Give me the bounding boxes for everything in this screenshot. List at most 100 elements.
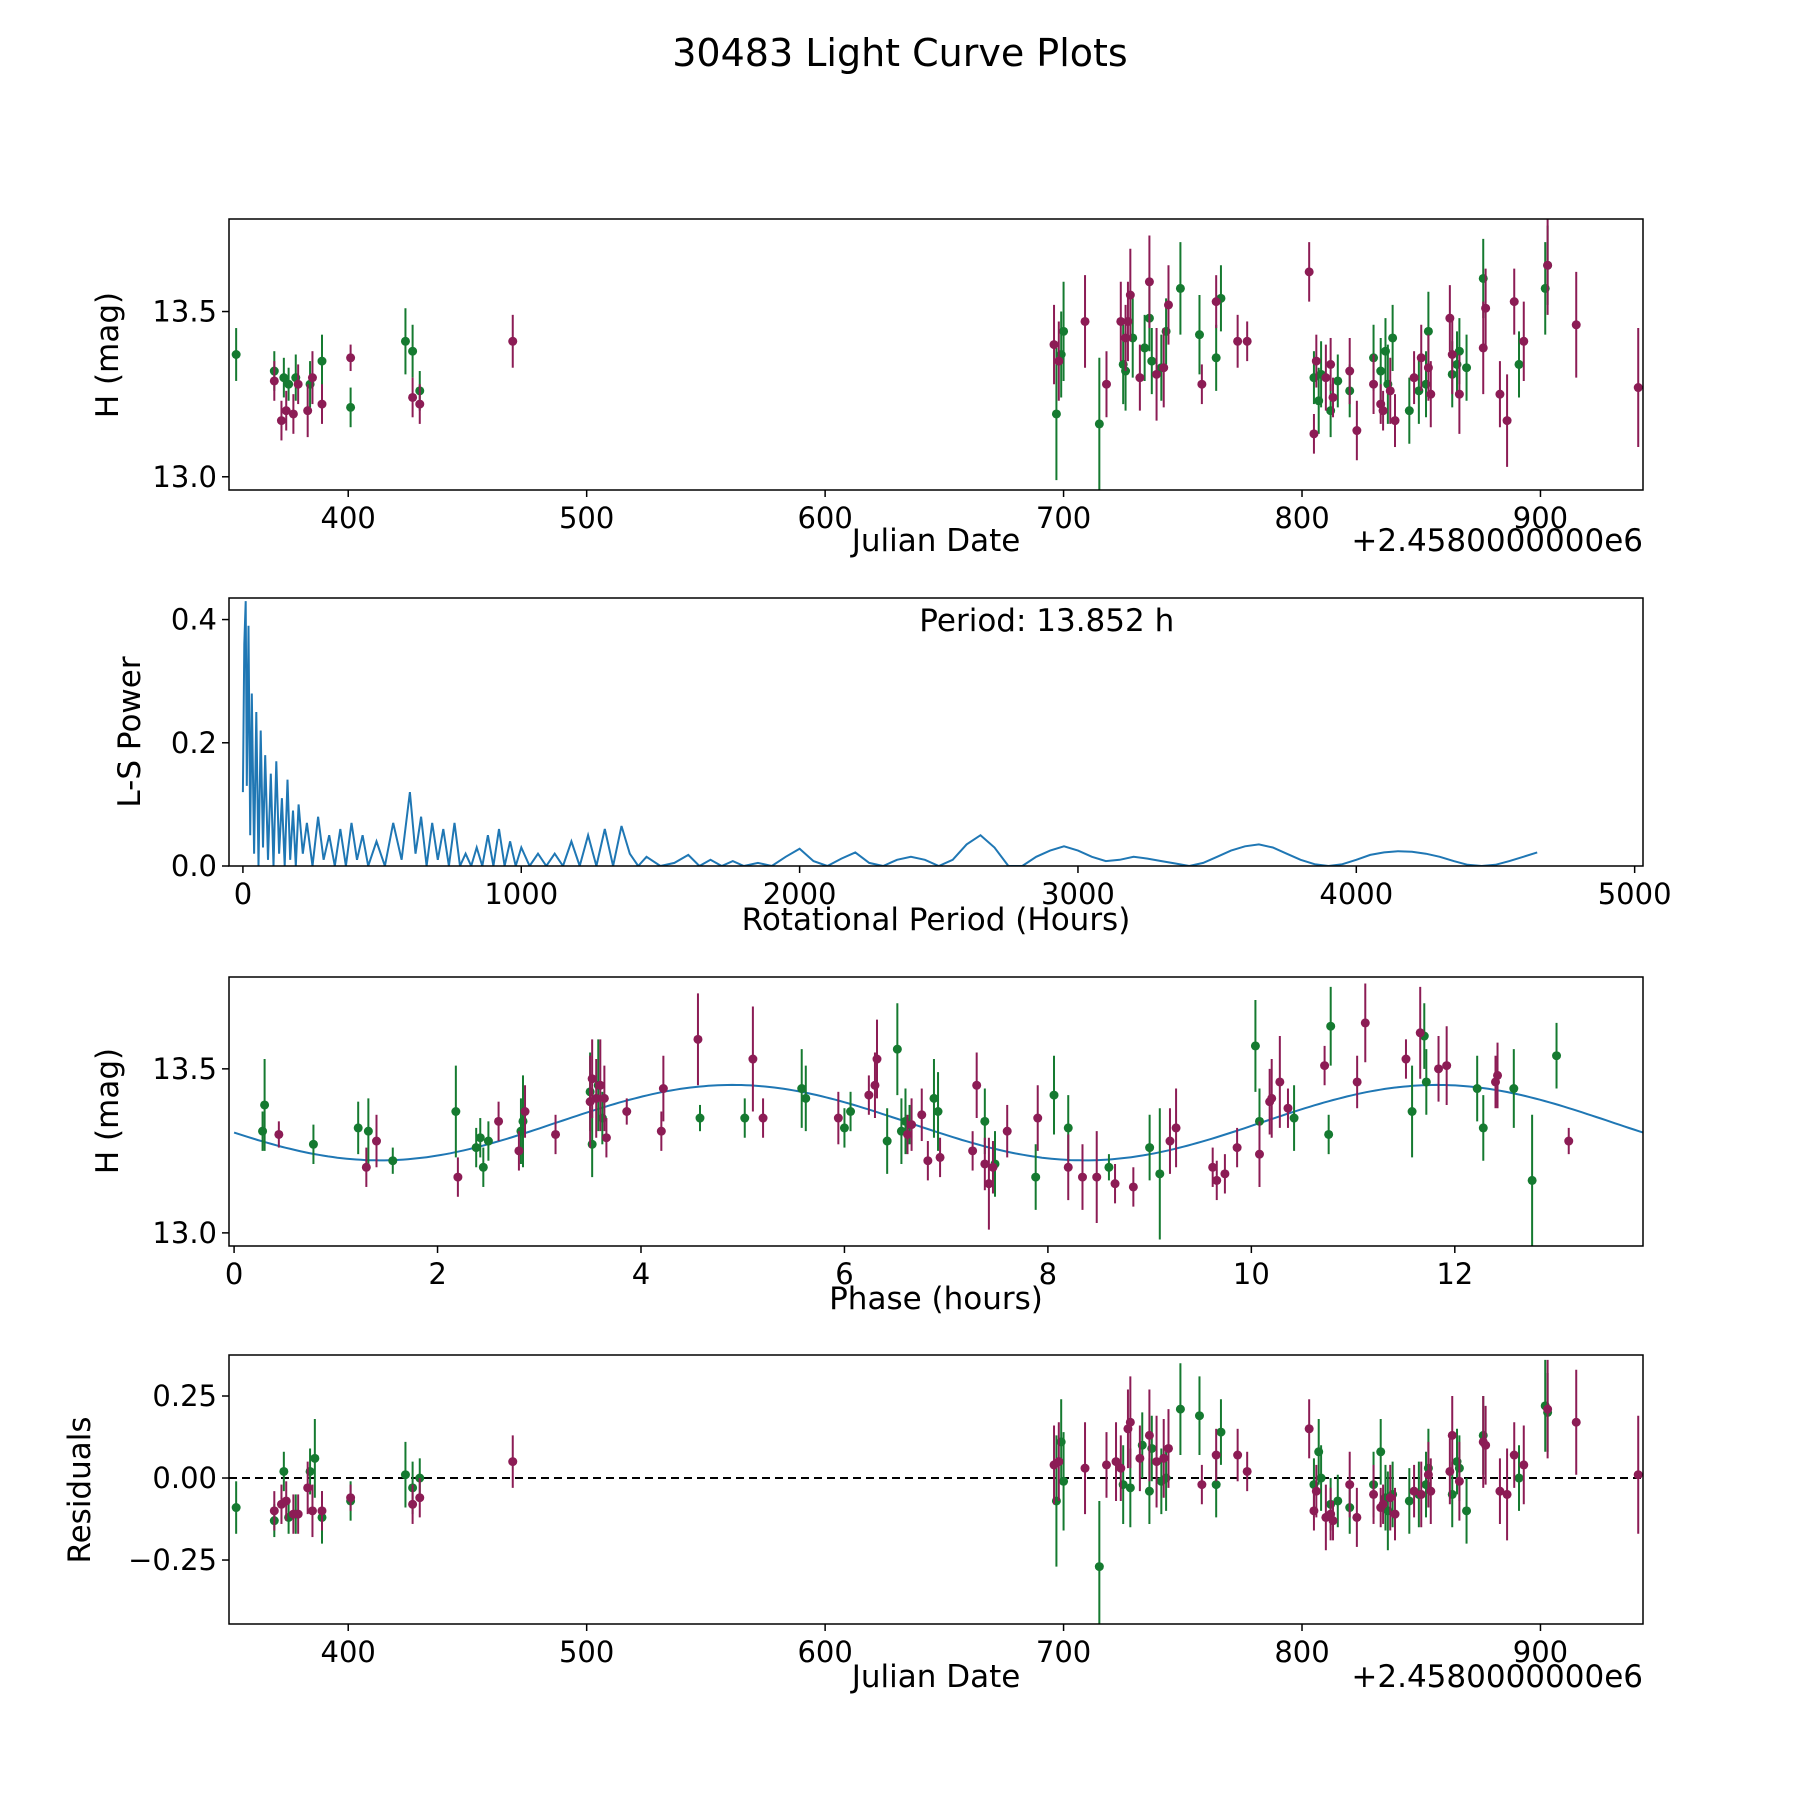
data-point: [303, 1483, 313, 1493]
data-point: [1159, 363, 1169, 373]
data-point: [1031, 1172, 1041, 1182]
x-tick-label: 400: [321, 501, 376, 535]
y-tick-label: 13.0: [152, 1216, 217, 1250]
data-point: [415, 1493, 425, 1503]
data-point: [1333, 376, 1343, 386]
data-point: [1326, 359, 1336, 369]
x-tick-label: 600: [797, 501, 852, 535]
x-tick-label: 4: [632, 1257, 650, 1291]
plot-area: [241, 601, 1538, 866]
data-point: [303, 406, 313, 416]
data-point: [231, 350, 241, 359]
data-point: [1404, 1496, 1414, 1506]
plot-area: [229, 1359, 1643, 1624]
x-axis-label: Julian Date: [850, 523, 1021, 559]
data-point: [984, 1179, 994, 1189]
data-point: [1481, 1440, 1491, 1450]
data-point: [1211, 297, 1221, 307]
panel-lightcurve: 400 500 600 700 800 900 13.0 13.5 Julian Date H (…: [90, 218, 1644, 559]
data-point: [1002, 1126, 1012, 1136]
data-point: [279, 1466, 289, 1476]
data-point: [1104, 1162, 1114, 1172]
data-point: [1211, 353, 1221, 363]
y-tick-label: 0.4: [171, 603, 217, 637]
x-tick-label: 2000: [763, 877, 837, 911]
data-point: [980, 1116, 990, 1126]
data-point: [483, 1136, 493, 1146]
data-point: [601, 1133, 611, 1143]
data-point: [1311, 356, 1321, 366]
data-point: [520, 1107, 530, 1116]
x-axis-label: Phase (hours): [829, 1281, 1043, 1317]
data-point: [1326, 1021, 1336, 1031]
data-point: [1250, 1041, 1260, 1051]
data-point: [284, 379, 294, 389]
data-point: [1101, 1460, 1111, 1470]
data-point: [1254, 1149, 1264, 1159]
y-tick-label: 13.5: [152, 295, 217, 329]
data-point: [1401, 1054, 1411, 1064]
data-point: [1345, 1480, 1355, 1490]
data-point: [1509, 1084, 1519, 1094]
data-point: [1519, 1460, 1529, 1470]
data-point: [1324, 1129, 1334, 1139]
data-point: [1416, 1489, 1426, 1499]
data-point: [1320, 1061, 1330, 1071]
panel-residuals: 400 500 600 700 800 900 −0.25 0.00 0.25 Julian Da…: [62, 1354, 1644, 1695]
periodogram-line: [241, 601, 1538, 866]
data-point: [1163, 300, 1173, 310]
data-point: [1208, 1162, 1218, 1172]
x-tick-label: 0: [234, 877, 252, 911]
data-point: [1144, 1486, 1154, 1496]
y-tick-label: −0.25: [128, 1543, 217, 1577]
data-point: [1197, 379, 1207, 389]
data-point: [317, 356, 327, 366]
data-point: [933, 1107, 943, 1116]
data-point: [1409, 1486, 1419, 1496]
data-point: [293, 1509, 303, 1519]
data-point: [508, 1457, 518, 1467]
data-point: [1289, 1113, 1299, 1123]
data-point: [935, 1152, 945, 1162]
data-point: [1111, 1457, 1121, 1467]
data-point: [1571, 320, 1581, 330]
data-point: [408, 1499, 418, 1509]
x-axis-label: Rotational Period (Hours): [742, 902, 1131, 938]
data-point: [1385, 386, 1395, 396]
data-point: [1345, 366, 1355, 376]
x-axis-label: Julian Date: [850, 1659, 1021, 1695]
data-point: [870, 1080, 880, 1090]
data-point: [518, 1116, 528, 1126]
data-point: [1390, 416, 1400, 426]
y-axis-label: H (mag): [90, 292, 126, 418]
series-green: [258, 986, 1562, 1246]
data-point: [1304, 1424, 1314, 1434]
data-point: [1454, 346, 1464, 356]
data-point: [258, 1126, 268, 1136]
y-axis-label: L-S Power: [112, 656, 148, 807]
data-point: [1495, 389, 1505, 399]
data-point: [1352, 426, 1362, 436]
data-point: [882, 1136, 892, 1146]
data-point: [758, 1113, 768, 1123]
data-point: [917, 1110, 927, 1120]
data-point: [695, 1113, 705, 1123]
data-point: [1447, 1430, 1457, 1440]
data-point: [1493, 1070, 1503, 1080]
data-point: [1552, 1051, 1562, 1061]
data-point: [1116, 1463, 1126, 1473]
data-point: [1211, 1450, 1221, 1460]
data-point: [1447, 350, 1457, 359]
data-point: [1140, 343, 1150, 353]
series-magenta: [269, 1359, 1643, 1551]
data-point: [1094, 1562, 1104, 1572]
data-point: [514, 1146, 524, 1156]
data-point: [1116, 316, 1126, 326]
data-point: [801, 1093, 811, 1103]
data-point: [1564, 1136, 1574, 1146]
data-point: [1328, 1516, 1338, 1526]
data-point: [693, 1034, 703, 1044]
data-point: [595, 1080, 605, 1090]
data-point: [1543, 260, 1553, 270]
